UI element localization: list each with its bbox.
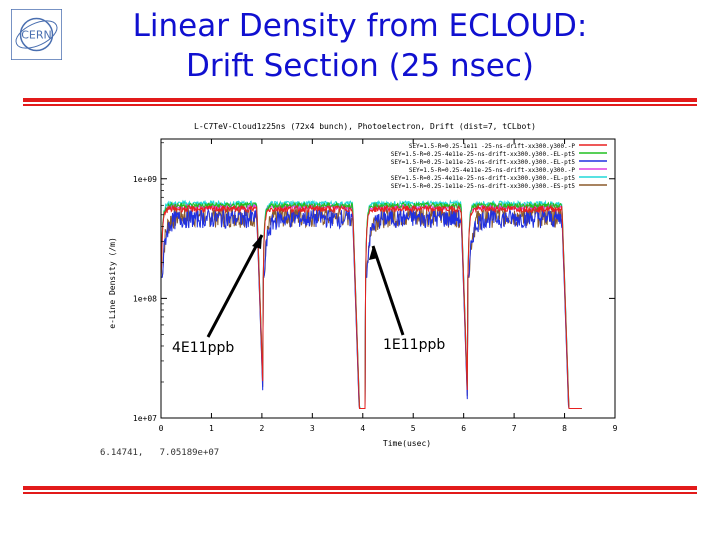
- x-axis-label: Time(usec): [383, 439, 431, 448]
- y-tick-label: 1e+07: [133, 414, 157, 423]
- footer-rule-thick: [23, 486, 697, 490]
- header-rule-thin: [23, 104, 697, 106]
- x-tick-label: 4: [360, 424, 365, 433]
- x-tick-label: 7: [512, 424, 517, 433]
- chart-title: L-C7TeV-Cloud1z25ns (72x4 bunch), Photoe…: [194, 122, 536, 131]
- x-tick-label: 9: [613, 424, 618, 433]
- legend-entry-label: SEY=1.5-R=0.25-1e11e-25-ns-drift-xx300.y…: [391, 183, 576, 190]
- legend-entry-label: SEY=1.5-R=0.25-4e11e-25-ns-drift-xx300.y…: [391, 175, 576, 182]
- series-layer: [160, 199, 582, 409]
- header-rule-thick: [23, 98, 697, 102]
- x-tick-label: 5: [411, 424, 416, 433]
- legend-entry-label: SEY=1.5-R=0.25-4e11e-25-ns-drift-xx300.y…: [409, 167, 576, 174]
- legend-entry-label: SEY=1.5-R=0.25-1e11e-25-ns-drift-xx300.y…: [391, 159, 576, 166]
- slide-title-line2: Drift Section (25 nsec): [185, 48, 535, 84]
- slide-title: Linear Density from ECLOUD: Drift Sectio…: [90, 6, 630, 86]
- y-tick-label: 1e+08: [133, 294, 157, 303]
- cursor-readout: 6.14741, 7.05189e+07: [100, 448, 220, 458]
- cern-logo: CERN: [10, 8, 63, 61]
- footer-rule-thin: [23, 492, 697, 494]
- legend-entry-label: SEY=1.5-R=0.25-4e11e-25-ns-drift-xx300.y…: [391, 151, 576, 158]
- series-line: [161, 203, 582, 409]
- legend: SEY=1.5-R=0.25-1e11 -25-ns-drift-xx300.y…: [391, 143, 607, 190]
- plot-frame: [160, 138, 616, 419]
- ticks-layer: 0 1 2 3 4 5 6 7 8 9 1e+07 1e+08 1e+09: [133, 139, 618, 433]
- annotation-4e11ppb: 4E11ppb: [172, 340, 235, 356]
- y-axis-label: e-Line Density (/m): [108, 237, 117, 329]
- x-tick-label: 6: [461, 424, 466, 433]
- cern-logo-text: CERN: [21, 29, 52, 42]
- series-line: [160, 203, 582, 409]
- x-tick-label: 1: [209, 424, 214, 433]
- x-tick-label: 3: [310, 424, 315, 433]
- annotation-1e11ppb: 1E11ppb: [383, 337, 446, 353]
- y-tick-label: 1e+09: [133, 175, 157, 184]
- x-tick-label: 2: [259, 424, 264, 433]
- legend-entry-label: SEY=1.5-R=0.25-1e11 -25-ns-drift-xx300.y…: [409, 143, 576, 150]
- density-plot: L-C7TeV-Cloud1z25ns (72x4 bunch), Photoe…: [108, 122, 618, 448]
- x-tick-label: 8: [562, 424, 567, 433]
- series-line: [160, 201, 582, 409]
- x-tick-label: 0: [159, 424, 164, 433]
- slide-title-line1: Linear Density from ECLOUD:: [132, 8, 588, 44]
- series-line: [161, 208, 582, 409]
